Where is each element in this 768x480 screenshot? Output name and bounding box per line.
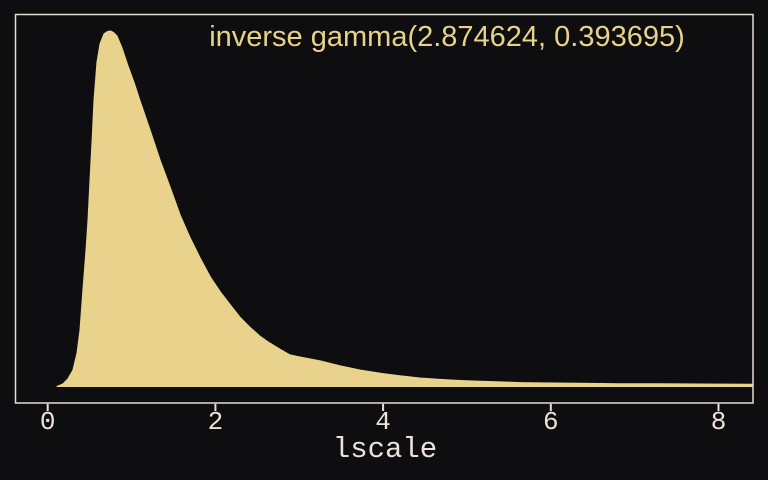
x-tick-label: 4 xyxy=(375,407,391,437)
density-area xyxy=(56,30,753,387)
x-axis-label: lscale xyxy=(332,433,438,466)
x-tick-label: 0 xyxy=(39,407,56,437)
x-tick-label: 6 xyxy=(542,407,559,437)
plot-title: inverse gamma(2.874624, 0.393695) xyxy=(209,21,685,53)
plot-frame xyxy=(14,13,754,404)
x-tick-label: 2 xyxy=(207,407,224,437)
x-tick-label: 8 xyxy=(710,407,727,437)
x-axis-ticks xyxy=(46,403,720,411)
